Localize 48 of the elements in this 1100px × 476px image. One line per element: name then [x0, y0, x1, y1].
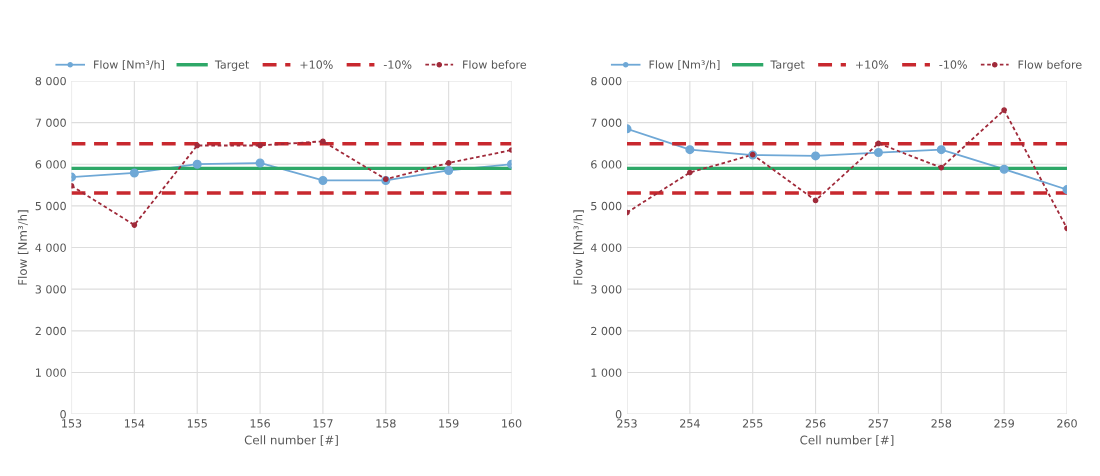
- y-tick-label: 3 000: [591, 285, 622, 294]
- x-tick-label: 155: [187, 419, 207, 428]
- y-axis-title: Flow [Nm³/h]: [573, 210, 584, 285]
- y-tick-label: 1 000: [591, 368, 622, 377]
- x-tick-label: 255: [742, 419, 763, 428]
- y-tick-label: 8 000: [35, 76, 66, 86]
- legend-label: Target: [214, 60, 250, 71]
- x-axis-title: Cell number [#]: [800, 435, 894, 446]
- y-tick-label: 6 000: [35, 160, 66, 169]
- y-tick-label: 2 000: [35, 326, 66, 336]
- legend-label: -10%: [939, 60, 967, 69]
- y-tick-label: 7 000: [591, 118, 622, 127]
- x-tick-label: 253: [617, 419, 637, 428]
- x-tick-label: 157: [313, 419, 333, 428]
- legend-label: -10%: [383, 60, 412, 69]
- x-tick-label: 156: [250, 419, 270, 428]
- x-tick-label: 153: [62, 419, 82, 428]
- x-tick-label: 258: [931, 419, 952, 428]
- y-tick-label: 1 000: [36, 368, 66, 377]
- y-tick-label: 3 000: [35, 285, 66, 294]
- x-tick-label: 256: [805, 419, 826, 428]
- y-axis-title: Flow [Nm³/h]: [17, 210, 29, 285]
- y-tick-label: 4 000: [590, 243, 622, 252]
- legend-label: Flow [Nm³/h]: [94, 60, 164, 71]
- y-tick-label: 0: [615, 410, 622, 419]
- x-axis-title: Cell number [#]: [244, 435, 338, 446]
- y-tick-label: 5 000: [591, 201, 622, 211]
- x-tick-label: 154: [124, 419, 145, 428]
- y-tick-label: 5 000: [35, 201, 66, 211]
- x-tick-label: 159: [439, 419, 459, 428]
- y-tick-label: 7 000: [35, 118, 66, 127]
- legend-label: +10%: [300, 60, 333, 69]
- y-tick-label: 6 000: [591, 160, 622, 169]
- x-tick-label: 257: [868, 419, 889, 428]
- legend-label: Flow before: [463, 60, 527, 69]
- x-tick-label: 259: [994, 419, 1014, 428]
- legend-label: +10%: [855, 60, 889, 69]
- y-tick-label: 4 000: [35, 243, 66, 252]
- x-tick-label: 260: [1057, 419, 1077, 428]
- legend-label: Flow [Nm³/h]: [649, 60, 720, 71]
- y-tick-label: 2 000: [591, 326, 622, 336]
- legend-label: Target: [770, 60, 805, 71]
- x-tick-label: 160: [502, 419, 522, 428]
- y-tick-label: 0: [60, 410, 66, 419]
- x-tick-label: 254: [680, 419, 700, 428]
- legend-label: Flow before: [1018, 60, 1082, 69]
- y-tick-label: 8 000: [591, 76, 622, 86]
- x-tick-label: 158: [376, 419, 396, 428]
